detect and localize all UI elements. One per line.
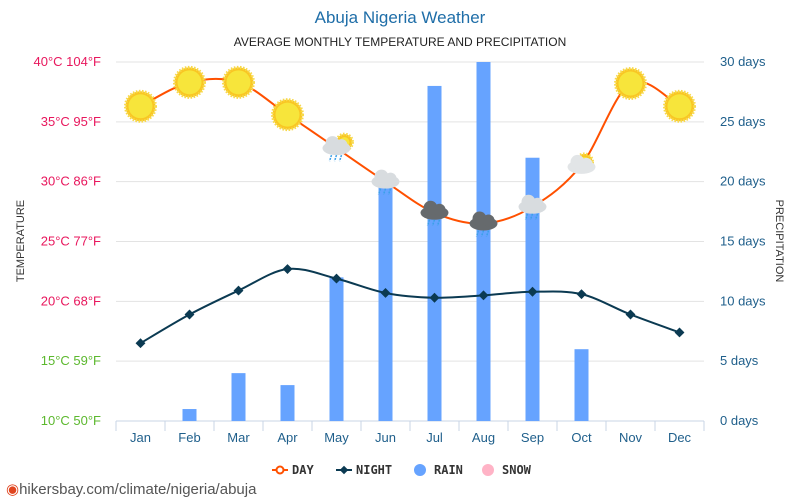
y2-tick-label: 10 days [720,293,766,308]
x-tick-label: Aug [472,430,495,445]
night-line [139,267,680,345]
x-tick-label: Jul [426,430,443,445]
legend-label-night: NIGHT [356,463,392,477]
night-point [527,286,538,297]
rain-drops-icon [431,219,436,227]
sun-icon-core [177,70,202,95]
rain-drops-icon [377,188,382,195]
y-tick-label: 15°C 59°F [41,353,101,368]
night-point [282,264,293,274]
rain-bar [427,85,442,421]
x-tick-label: Feb [178,430,200,445]
night-point [331,273,342,284]
rain-drops-icon [436,219,441,227]
cloud-icon-puff [531,197,544,210]
rain-bar [182,409,197,421]
rain-drops-icon [524,213,529,221]
legend-label-day: DAY [292,463,314,477]
legend-label-rain: RAIN [434,463,463,477]
y2-tick-label: 0 days [720,413,759,428]
y2-tick-label: 5 days [720,353,759,368]
chart-title: Abuja Nigeria Weather [314,8,486,27]
rain-bar [476,62,491,421]
x-tick-label: Apr [277,430,298,445]
legend-marker [275,465,285,475]
rain-drops-icon [475,230,480,237]
x-tick-label: Oct [571,430,592,445]
rain-drops-icon [529,213,534,221]
sun-icon-core [275,102,300,127]
night-point [429,292,440,303]
rain-drops-icon [382,188,387,195]
x-tick-label: Sep [521,430,544,445]
y-tick-label: 30°C 86°F [41,174,101,189]
rain-bar [280,385,295,421]
x-tick-label: May [324,430,349,445]
legend-marker [482,464,494,476]
legend-marker [414,464,426,476]
night-point [478,290,489,301]
chart-subtitle: AVERAGE MONTHLY TEMPERATURE AND PRECIPIT… [233,35,567,49]
legend-label-snow: SNOW [502,463,532,477]
sun-icon-core [618,71,643,96]
rain-drops-icon [480,230,485,237]
y2-tick-label: 25 days [720,114,766,129]
footer-url: hikersbay.com/climate/nigeria/abuja [19,481,257,498]
y-tick-label: 20°C 68°F [41,293,101,308]
night-point [674,327,685,338]
x-tick-label: Dec [668,430,692,445]
x-tick-label: Jan [130,430,151,445]
y-axis-label: TEMPERATURE [15,200,27,282]
day-line [140,77,681,225]
y2-tick-label: 20 days [720,174,766,189]
y-tick-label: 10°C 50°F [41,413,101,428]
dark-cloud-icon-puff [433,203,446,216]
rain-drops-icon [534,213,539,221]
x-tick-label: Nov [619,430,643,445]
night-point [625,309,636,320]
x-tick-label: Jun [375,430,396,445]
sun-icon-core [667,94,692,119]
cloud-icon-puff [580,157,593,170]
cloud-icon-puff [384,172,397,185]
sun-icon-core [226,70,251,95]
rain-drops-icon [328,154,333,162]
night-point [184,309,195,320]
rain-bar [231,373,246,421]
rain-bar [329,277,344,421]
rain-drops-icon [333,154,338,162]
rain-drops-icon [485,230,490,237]
y-tick-label: 40°C 104°F [34,54,102,69]
x-tick-label: Mar [227,430,250,445]
rain-drops-icon [426,219,431,227]
sun-icon-core [128,94,153,119]
y2-tick-label: 15 days [720,234,766,249]
night-point [135,338,146,349]
night-point [380,288,391,298]
night-point [576,289,587,300]
night-point [233,285,244,296]
rain-drops-icon [338,154,343,162]
y2-tick-label: 30 days [720,54,766,69]
rain-drops-icon [387,188,392,195]
y-tick-label: 35°C 95°F [41,114,101,129]
y-tick-label: 25°C 77°F [41,234,101,249]
rain-bar [378,181,393,421]
location-pin-icon: ◉ [6,481,20,498]
dark-cloud-icon-puff [482,214,495,227]
legend-marker [339,465,349,475]
footer-link[interactable]: ◉hikersbay.com/climate/nigeria/abuja [6,480,256,498]
y2-axis-label: PRECIPITATION [773,200,785,283]
rain-bar [574,349,589,421]
cloud-icon-puff [335,139,348,152]
